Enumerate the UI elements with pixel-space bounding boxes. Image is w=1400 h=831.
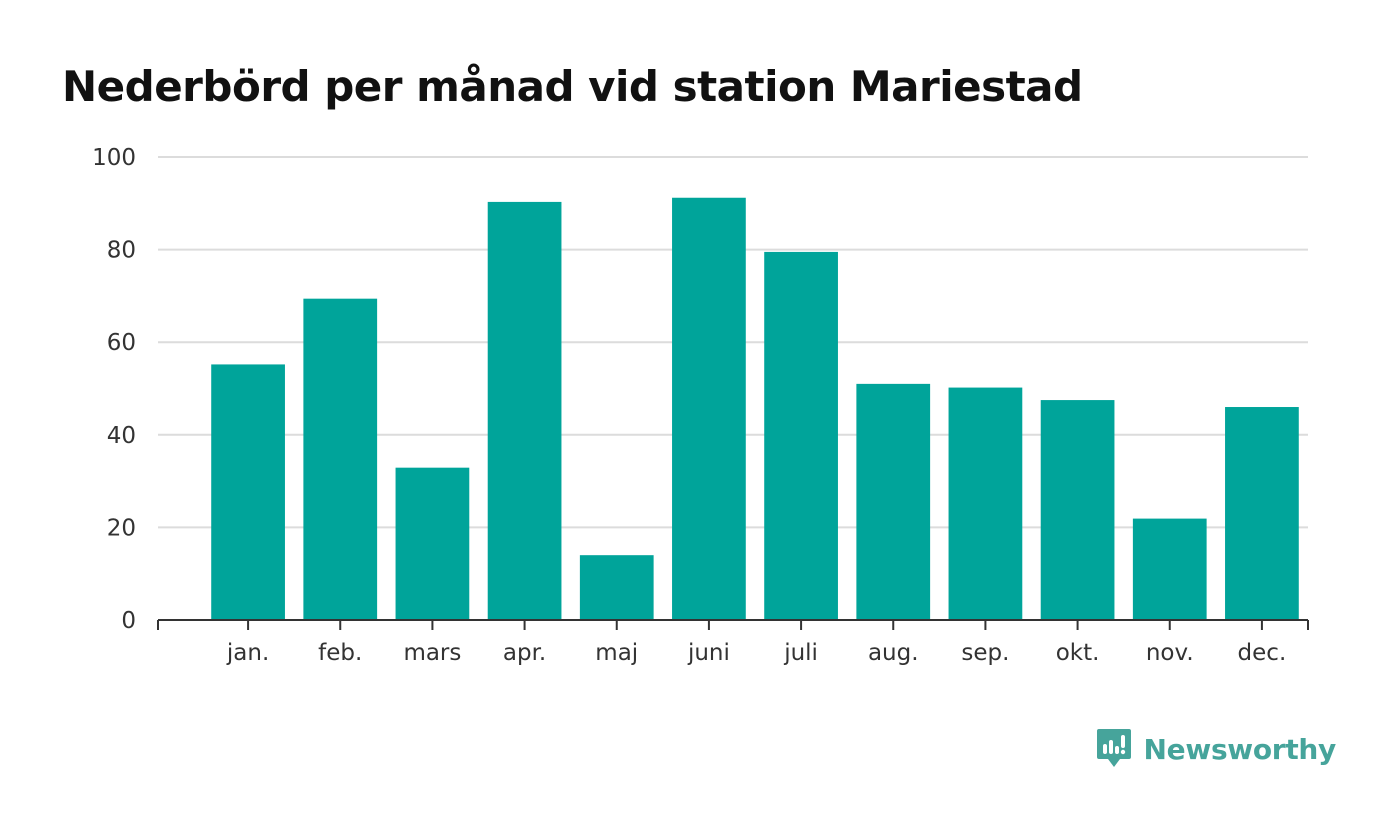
bar-okt (1040, 400, 1115, 620)
bar-jan (211, 364, 285, 620)
bar-juli (764, 251, 838, 621)
bar-apr (487, 201, 562, 620)
bar-nov (1132, 518, 1207, 620)
bar-dec (1225, 407, 1299, 620)
x-tick-label: okt. (1056, 640, 1100, 666)
chart-title: Nederbörd per månad vid station Mariesta… (62, 62, 1083, 111)
x-tick-label: aug. (868, 640, 919, 666)
x-axis-labels: jan. feb. mars apr. maj juni juli aug. sep. okt. n… (226, 640, 1286, 666)
x-tick-label: sep. (961, 640, 1009, 666)
x-tick-label: jan. (226, 640, 269, 666)
y-tick-label: 80 (107, 238, 136, 264)
brand-name: Newsworthy (1143, 732, 1337, 766)
x-tick-label: nov. (1146, 640, 1194, 666)
bar-sep (948, 387, 1023, 620)
y-tick-label: 20 (107, 515, 136, 541)
x-tick-label: apr. (503, 640, 546, 666)
bar-chart: 0 20 40 60 80 100 jan. feb. mars apr. maj juni juli… (92, 145, 1309, 666)
y-tick-label: 100 (92, 145, 136, 171)
x-tick-label: maj (595, 640, 638, 666)
newsworthy-logo-icon (1096, 729, 1131, 767)
x-tick-label: juli (783, 640, 818, 666)
bars (211, 197, 1299, 621)
x-axis (157, 619, 1309, 630)
bar-maj (579, 555, 654, 620)
y-tick-label: 60 (107, 330, 136, 356)
y-axis-labels: 0 20 40 60 80 100 (92, 145, 136, 634)
brand-logo: Newsworthy (1096, 727, 1336, 771)
bar-juni (672, 197, 746, 620)
x-tick-label: juni (687, 640, 730, 666)
y-tick-label: 40 (107, 423, 136, 449)
bar-mars (395, 467, 470, 620)
x-tick-label: mars (403, 640, 461, 666)
x-tick-label: dec. (1238, 640, 1287, 666)
bar-aug (856, 383, 931, 620)
x-tick-label: feb. (318, 640, 362, 666)
y-tick-label: 0 (121, 608, 136, 634)
bar-feb (303, 298, 378, 620)
